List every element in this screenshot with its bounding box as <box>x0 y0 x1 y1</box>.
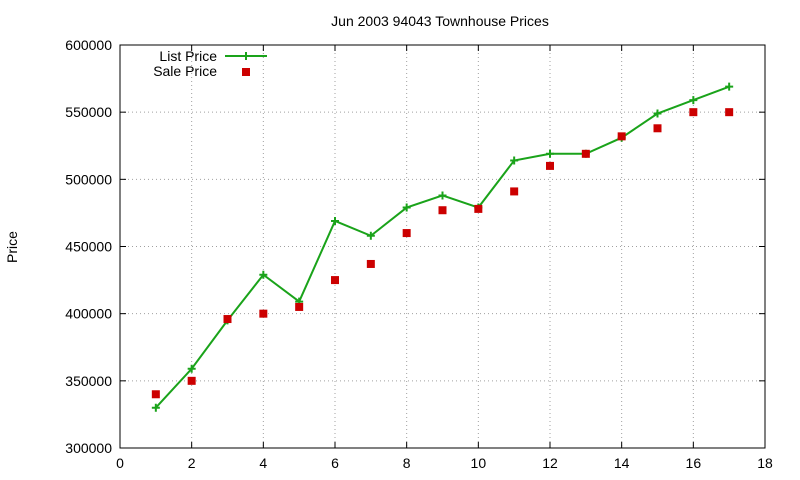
list-price-line <box>155 85 730 409</box>
y-tick-label: 450000 <box>65 239 112 255</box>
list-price-point <box>259 270 268 279</box>
legend-label-sale-price: Sale Price <box>153 63 217 79</box>
list-price-point <box>725 82 734 91</box>
x-tick-label: 12 <box>542 455 558 471</box>
sale-price-point <box>295 302 304 311</box>
sale-price-point <box>546 161 554 170</box>
x-tick-label: 2 <box>188 455 196 471</box>
list-price-point <box>187 364 196 373</box>
y-tick-label: 400000 <box>65 306 112 322</box>
y-tick-labels: 300000 350000 400000 450000 500000 550000 6000… <box>65 37 112 456</box>
list-price-point <box>438 191 447 200</box>
x-tick-labels: 0 2 4 6 8 10 12 14 16 18 <box>116 455 773 471</box>
x-tick-label: 14 <box>614 455 630 471</box>
sale-price-point <box>438 206 447 215</box>
sale-price-point <box>581 149 590 158</box>
list-price-point <box>366 231 375 240</box>
list-price-point <box>402 203 411 212</box>
legend-marker-list-price <box>242 52 250 60</box>
legend-label-list-price: List Price <box>159 48 217 64</box>
y-tick-label: 600000 <box>65 37 112 53</box>
chart-title: Jun 2003 94043 Townhouse Prices <box>331 13 549 29</box>
list-price-point <box>546 149 554 158</box>
sale-price-point <box>259 309 268 318</box>
sale-price-point <box>331 276 339 285</box>
x-tick-label: 18 <box>757 455 773 471</box>
list-price-point <box>689 96 698 105</box>
sale-price-point <box>187 376 196 385</box>
sale-price-point <box>474 204 483 213</box>
sale-price-point <box>402 229 411 238</box>
sale-price-point <box>653 124 662 133</box>
x-tick-label: 8 <box>403 455 411 471</box>
series <box>151 82 734 412</box>
list-price-point <box>331 216 339 225</box>
legend-marker-sale-price <box>242 68 250 76</box>
list-price-point <box>653 109 662 118</box>
sale-price-point <box>725 108 734 117</box>
y-axis-label: Price <box>4 231 20 263</box>
sale-price-point <box>366 259 375 268</box>
legend: List Price Sale Price <box>153 48 267 79</box>
sale-price-point <box>617 132 626 141</box>
sale-price-point <box>223 315 232 324</box>
sale-price-point <box>510 187 519 196</box>
axis-ticks <box>119 44 766 449</box>
y-tick-label: 550000 <box>65 104 112 120</box>
list-price-point <box>510 156 519 165</box>
x-tick-label: 6 <box>331 455 339 471</box>
grid <box>120 45 765 448</box>
x-tick-label: 16 <box>686 455 702 471</box>
x-tick-label: 10 <box>471 455 487 471</box>
sale-price-point <box>689 108 698 117</box>
list-price-point <box>151 403 160 412</box>
y-tick-label: 500000 <box>65 171 112 187</box>
y-tick-label: 350000 <box>65 373 112 389</box>
x-tick-label: 4 <box>259 455 267 471</box>
sale-price-point <box>151 390 160 399</box>
x-tick-label: 0 <box>116 455 124 471</box>
y-tick-label: 300000 <box>65 440 112 456</box>
